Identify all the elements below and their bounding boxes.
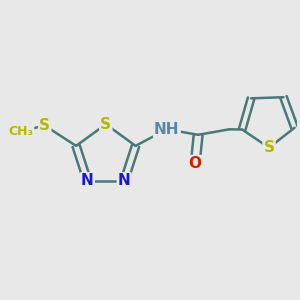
Text: N: N [81,173,94,188]
Text: S: S [264,140,274,155]
Text: NH: NH [154,122,180,137]
Text: S: S [39,118,50,133]
Text: O: O [189,156,202,171]
Text: CH₃: CH₃ [8,124,33,138]
Text: N: N [118,173,130,188]
Text: S: S [100,117,111,132]
